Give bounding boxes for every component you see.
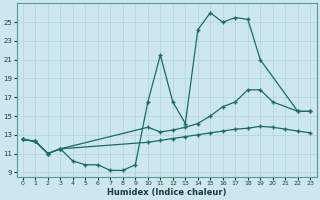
X-axis label: Humidex (Indice chaleur): Humidex (Indice chaleur) xyxy=(107,188,226,197)
